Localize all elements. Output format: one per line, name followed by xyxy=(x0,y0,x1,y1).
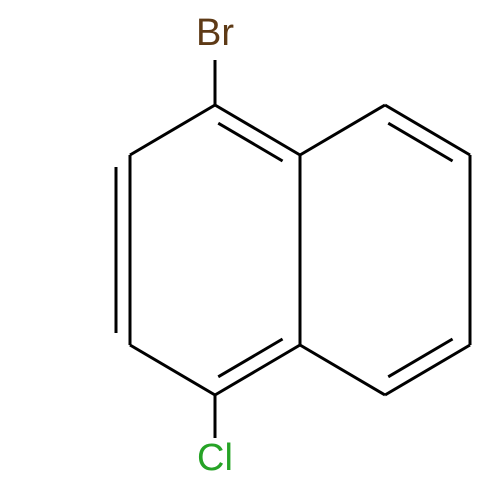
bond-8-inner xyxy=(218,123,282,161)
bond-2-inner xyxy=(218,339,282,377)
bond-7 xyxy=(300,105,385,155)
molecule-diagram: Br Cl xyxy=(0,0,500,500)
bond-9 xyxy=(130,105,215,155)
bond-1 xyxy=(130,345,215,395)
bond-6-inner xyxy=(388,123,452,161)
bond-3 xyxy=(300,345,385,395)
atom-label-cl: Cl xyxy=(197,437,233,479)
atom-label-br: Br xyxy=(196,12,234,54)
bond-4-inner xyxy=(388,339,452,377)
